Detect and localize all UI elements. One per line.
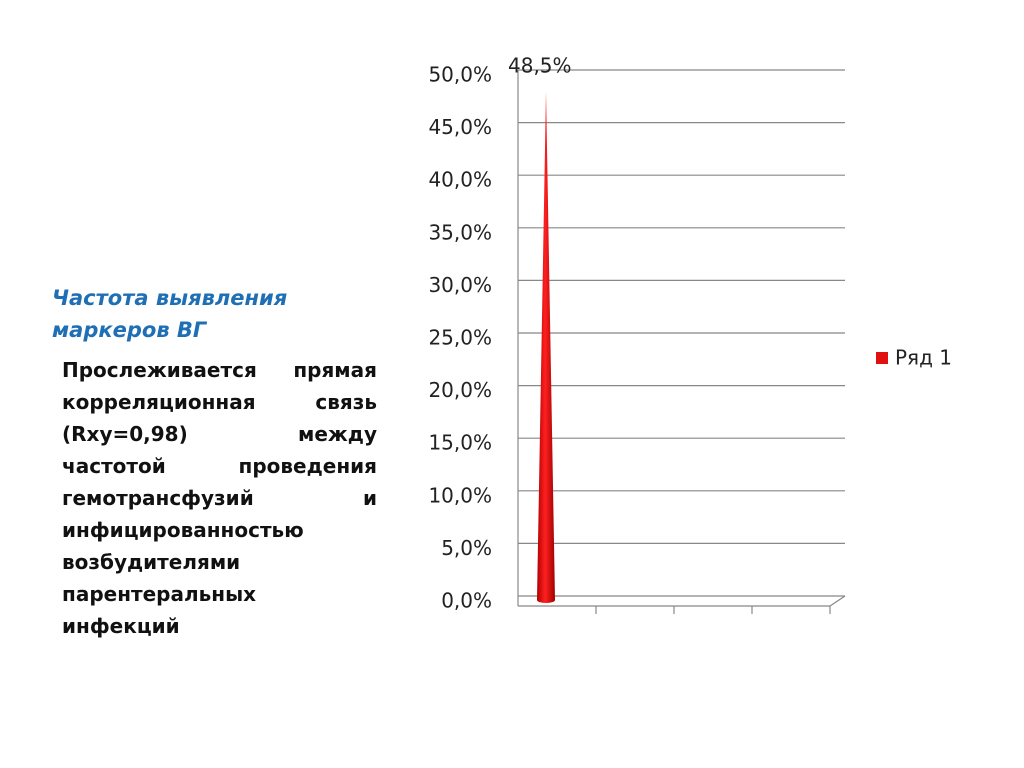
legend-swatch	[876, 352, 888, 364]
y-tick-label: 25,0%	[428, 326, 492, 350]
bar	[537, 91, 555, 603]
y-tick-label: 20,0%	[428, 378, 492, 402]
slide-text: Прослеживается прямая корреляционная свя…	[62, 358, 377, 638]
y-tick-label: 15,0%	[428, 431, 492, 455]
y-tick-label: 0,0%	[441, 589, 492, 613]
slide-title: Частота выявления маркеров ВГ	[52, 286, 288, 342]
y-tick-label: 5,0%	[441, 536, 492, 560]
y-tick-label: 35,0%	[428, 220, 492, 244]
legend-label: Ряд 1	[895, 346, 952, 370]
y-tick-label: 10,0%	[428, 483, 492, 507]
x-axis-depth	[829, 595, 846, 607]
y-tick-label: 40,0%	[428, 168, 492, 192]
y-tick-label: 50,0%	[428, 63, 492, 87]
y-tick-label: 45,0%	[428, 115, 492, 139]
data-label: 48,5%	[508, 53, 572, 77]
y-tick-label: 30,0%	[428, 273, 492, 297]
